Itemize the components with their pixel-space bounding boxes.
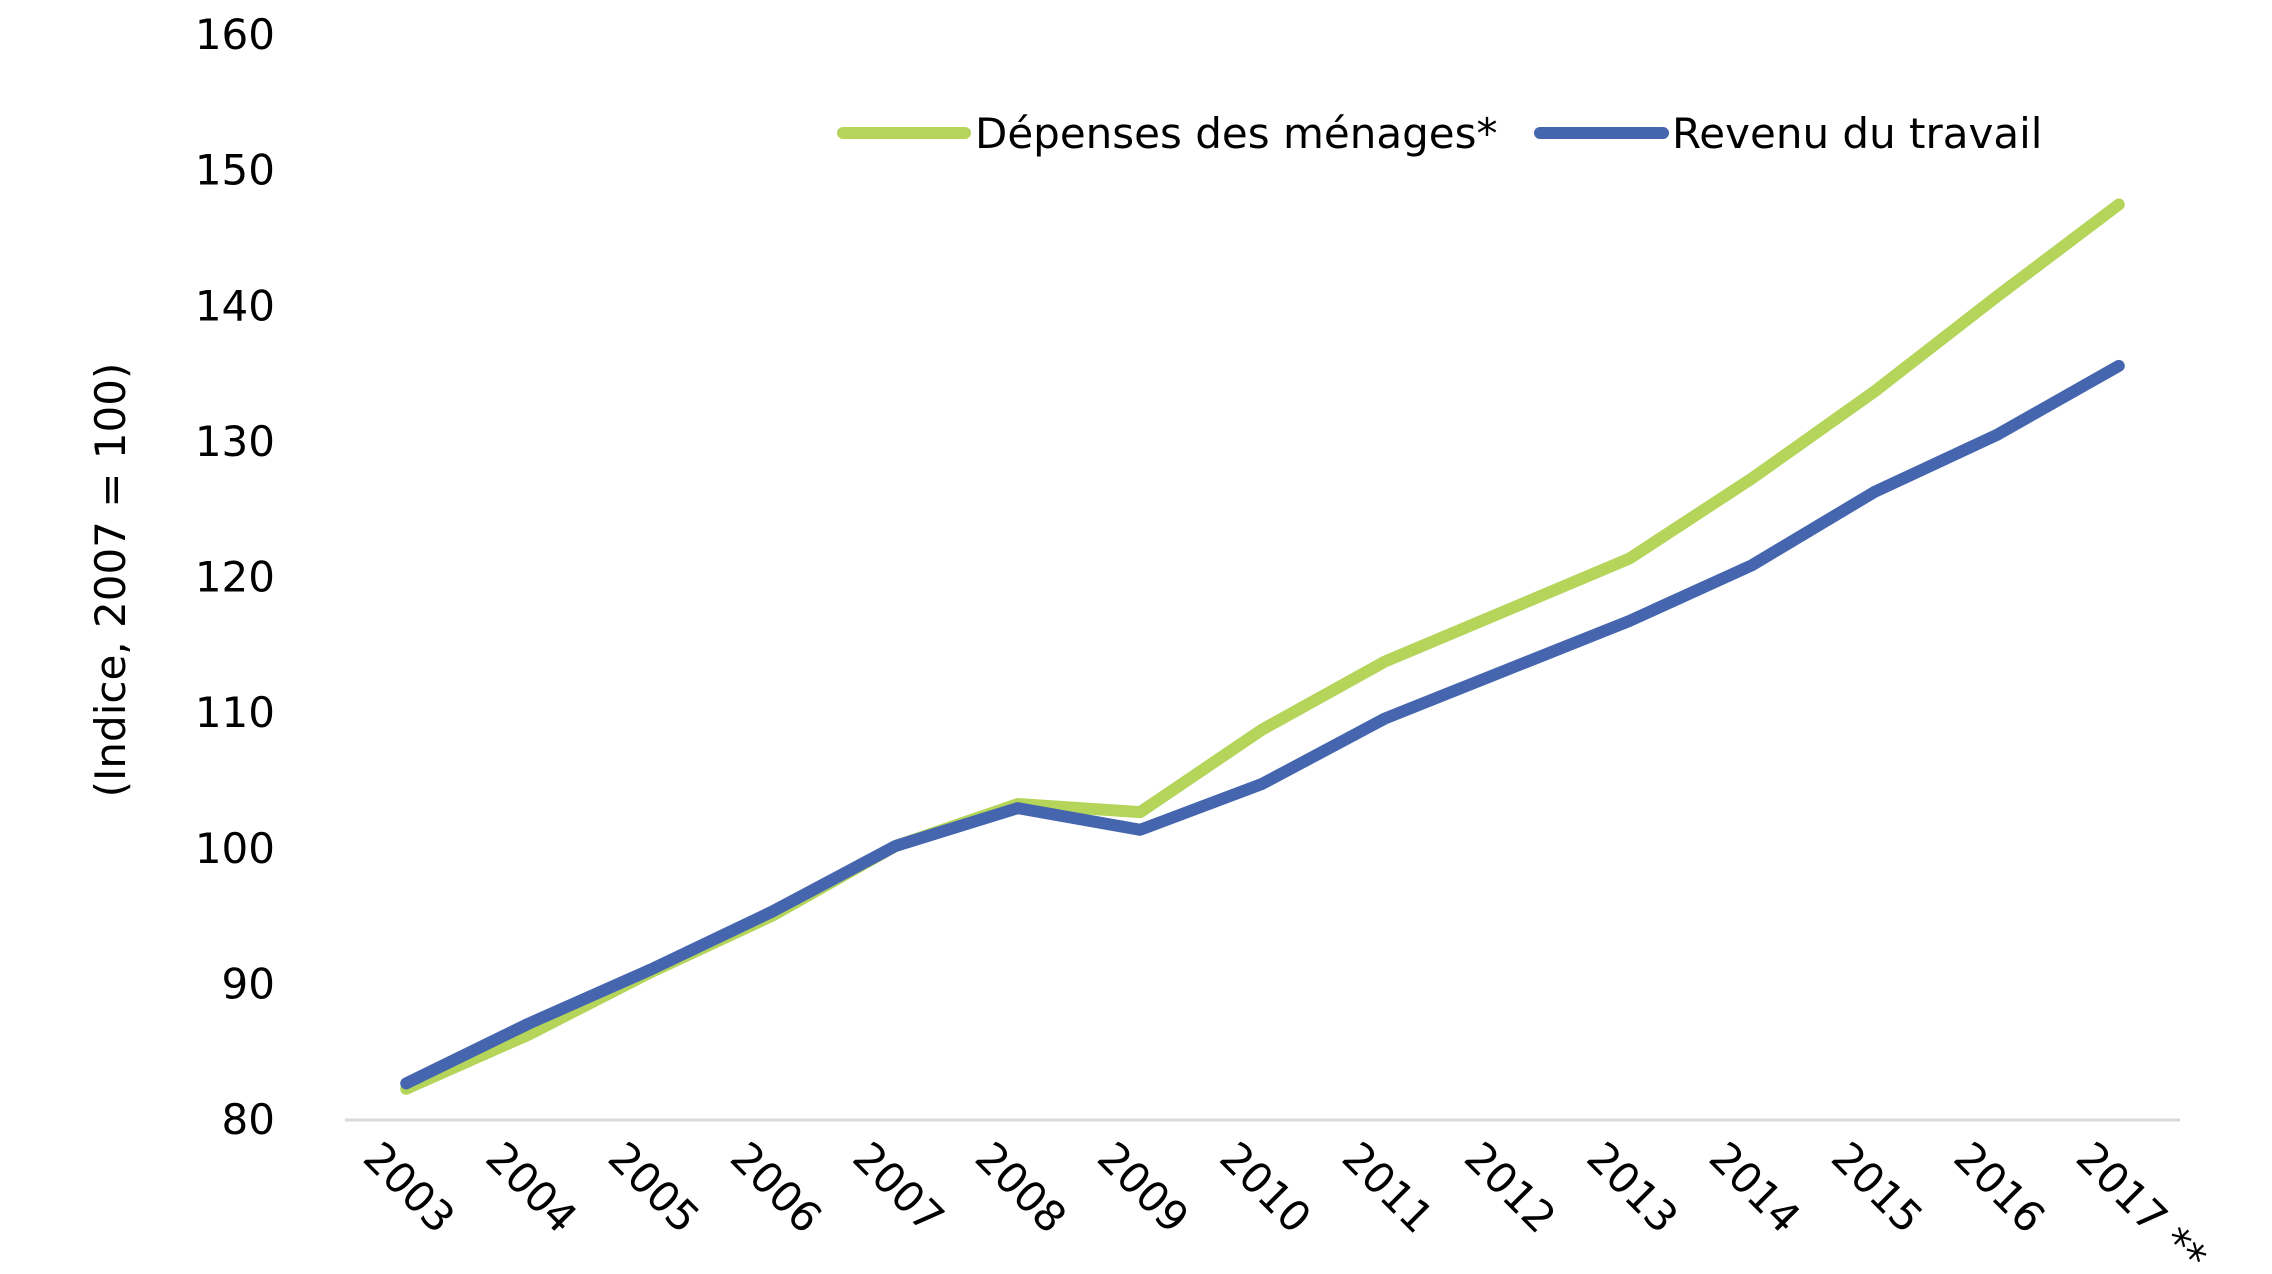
legend: Dépenses des ménages* Revenu du travail: [837, 109, 2042, 158]
x-tick-label: 2014: [1700, 1132, 1810, 1242]
x-tick-label: 2012: [1455, 1132, 1565, 1242]
x-tick-label: 2005: [599, 1132, 709, 1242]
y-tick-label: 90: [222, 959, 275, 1008]
y-tick-label: 100: [195, 824, 275, 873]
y-tick-label: 80: [222, 1095, 275, 1144]
x-tick-label: 2003: [354, 1132, 464, 1242]
series-line-2: [400, 359, 2125, 1090]
x-tick-label: 2011: [1333, 1132, 1443, 1242]
legend-label-1: Dépenses des ménages*: [975, 109, 1497, 158]
series-line-1: [400, 198, 2125, 1095]
x-tick-label: 2006: [721, 1132, 831, 1242]
y-tick-label: 130: [195, 417, 275, 466]
y-axis-ticks: 80 90 100 110 120 130 140 150 160: [195, 10, 275, 1144]
y-tick-label: 110: [195, 688, 275, 737]
x-tick-label: 2016: [1944, 1132, 2054, 1242]
y-tick-label: 160: [195, 10, 275, 59]
x-axis-tick-labels: 2003 2004 2005 2006 2007 2008 2009 2010 2011 2012…: [354, 1132, 2216, 1274]
y-axis-title: (Indice, 2007 = 100): [86, 363, 135, 798]
x-tick-label: 2017 **: [2067, 1132, 2216, 1274]
y-tick-label: 150: [195, 146, 275, 195]
y-tick-label: 140: [195, 281, 275, 330]
legend-label-2: Revenu du travail: [1672, 109, 2042, 158]
x-tick-label: 2004: [476, 1132, 586, 1242]
x-tick-label: 2009: [1088, 1132, 1198, 1242]
x-tick-label: 2015: [1822, 1132, 1932, 1242]
series-lines: [400, 198, 2125, 1095]
x-tick-label: 2007: [843, 1132, 953, 1242]
x-tick-label: 2008: [966, 1132, 1076, 1242]
x-tick-label: 2010: [1210, 1132, 1320, 1242]
y-tick-label: 120: [195, 553, 275, 602]
x-tick-label: 2013: [1577, 1132, 1687, 1242]
